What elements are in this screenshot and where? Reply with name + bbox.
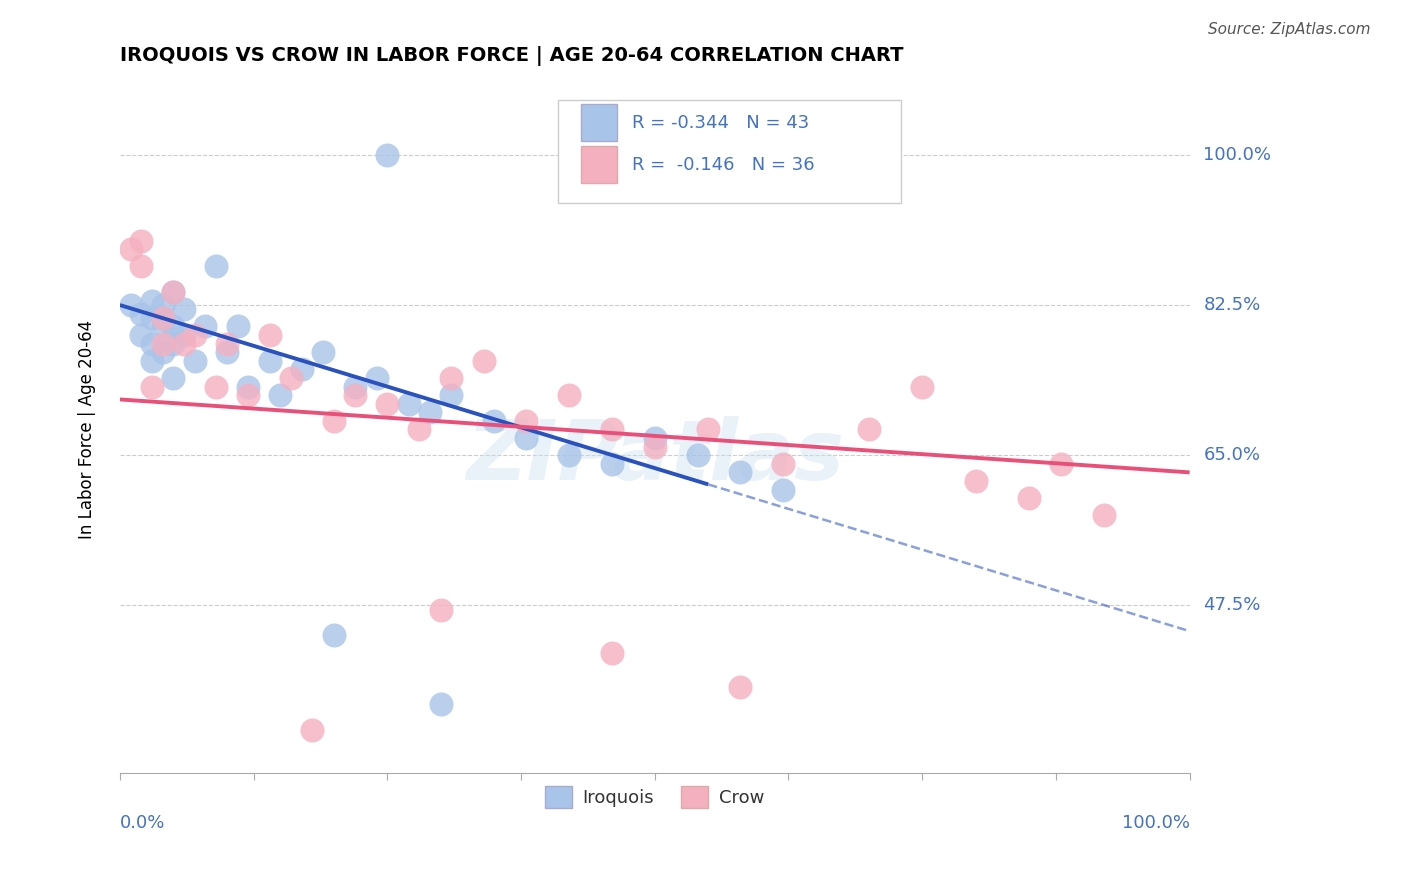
Point <box>515 414 537 428</box>
Point <box>205 379 228 393</box>
Point <box>322 628 344 642</box>
Point <box>600 646 623 660</box>
Point <box>344 388 367 402</box>
Point <box>205 260 228 274</box>
Point <box>644 440 666 454</box>
Point <box>440 371 463 385</box>
Point <box>730 680 752 694</box>
Point <box>269 388 291 402</box>
Point <box>238 379 260 393</box>
Point <box>162 371 184 385</box>
Legend: Iroquois, Crow: Iroquois, Crow <box>537 779 772 815</box>
Text: IROQUOIS VS CROW IN LABOR FORCE | AGE 20-64 CORRELATION CHART: IROQUOIS VS CROW IN LABOR FORCE | AGE 20… <box>120 46 904 66</box>
Point <box>1092 508 1115 523</box>
Point <box>152 310 174 325</box>
Point <box>858 422 880 436</box>
FancyBboxPatch shape <box>558 100 901 202</box>
Point <box>226 319 249 334</box>
Point <box>173 328 195 343</box>
Point <box>184 354 207 368</box>
Point <box>120 242 142 256</box>
Point <box>430 697 453 711</box>
Point <box>215 345 238 359</box>
Point <box>301 723 323 737</box>
Point <box>558 448 581 462</box>
FancyBboxPatch shape <box>581 146 617 184</box>
Point <box>366 371 388 385</box>
Point <box>173 336 195 351</box>
Point <box>152 336 174 351</box>
Point <box>129 234 152 248</box>
Point <box>312 345 335 359</box>
Point <box>1050 457 1073 471</box>
Point <box>215 336 238 351</box>
Point <box>515 431 537 445</box>
Point <box>129 307 152 321</box>
Text: 65.0%: 65.0% <box>1204 446 1261 464</box>
Point <box>280 371 302 385</box>
Point <box>375 397 398 411</box>
Point <box>419 405 441 419</box>
Point <box>162 285 184 300</box>
Point <box>162 336 184 351</box>
Text: 0.0%: 0.0% <box>120 814 166 832</box>
Point <box>730 466 752 480</box>
Point <box>129 260 152 274</box>
Point <box>141 379 163 393</box>
Point <box>408 422 430 436</box>
Point <box>686 448 709 462</box>
Point <box>259 354 281 368</box>
FancyBboxPatch shape <box>581 104 617 142</box>
Point <box>1018 491 1040 505</box>
Point <box>697 422 720 436</box>
Y-axis label: In Labor Force | Age 20-64: In Labor Force | Age 20-64 <box>79 320 96 539</box>
Point <box>129 328 152 343</box>
Point <box>152 319 174 334</box>
Text: 100.0%: 100.0% <box>1122 814 1189 832</box>
Point <box>344 379 367 393</box>
Point <box>965 474 987 488</box>
Point <box>644 431 666 445</box>
Point <box>141 336 163 351</box>
Text: R =  -0.146   N = 36: R = -0.146 N = 36 <box>633 156 815 174</box>
Point <box>398 397 420 411</box>
Point <box>430 603 453 617</box>
Text: 82.5%: 82.5% <box>1204 296 1261 314</box>
Point <box>162 285 184 300</box>
Point <box>911 379 934 393</box>
Text: Source: ZipAtlas.com: Source: ZipAtlas.com <box>1208 22 1371 37</box>
Point <box>472 354 495 368</box>
Point <box>375 148 398 162</box>
Point <box>162 319 184 334</box>
Point <box>558 388 581 402</box>
Point <box>152 345 174 359</box>
Point <box>184 328 207 343</box>
Text: ZIPatlas: ZIPatlas <box>465 417 844 498</box>
Point <box>259 328 281 343</box>
Text: 100.0%: 100.0% <box>1204 146 1271 164</box>
Point <box>152 298 174 312</box>
Point <box>141 310 163 325</box>
Point <box>152 310 174 325</box>
Point <box>440 388 463 402</box>
Point <box>600 422 623 436</box>
Point <box>141 354 163 368</box>
Point <box>238 388 260 402</box>
Point <box>772 457 794 471</box>
Point <box>141 293 163 308</box>
Text: R = -0.344   N = 43: R = -0.344 N = 43 <box>633 114 810 132</box>
Point <box>772 483 794 497</box>
Point <box>120 298 142 312</box>
Point <box>173 302 195 317</box>
Point <box>600 457 623 471</box>
Point <box>322 414 344 428</box>
Point <box>484 414 506 428</box>
Point <box>194 319 217 334</box>
Point <box>291 362 314 376</box>
Text: 47.5%: 47.5% <box>1204 597 1261 615</box>
